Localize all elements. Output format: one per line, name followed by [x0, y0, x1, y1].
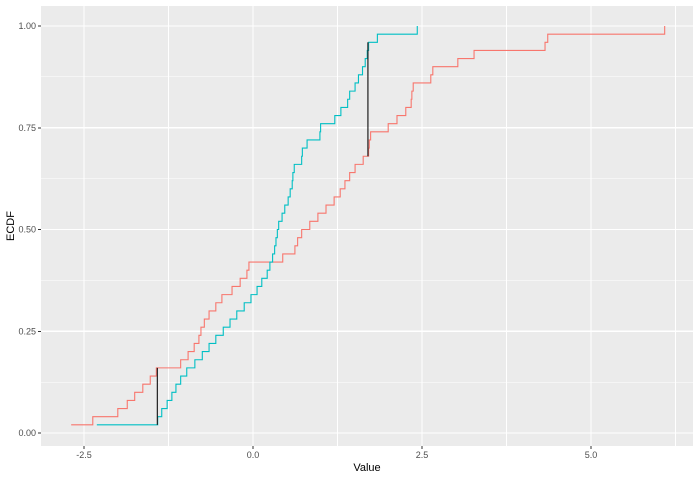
ks-distance-segments: [156, 42, 369, 425]
minor-gridlines: [41, 6, 693, 446]
major-gridlines: [41, 6, 693, 446]
y-axis-title: ECDF: [5, 211, 17, 241]
ecdf-line-sample-cyan: [96, 26, 418, 426]
x-tick-label: 0.0: [247, 450, 260, 460]
x-tick-label: 5.0: [585, 450, 598, 460]
x-tick-label: 2.5: [416, 450, 429, 460]
y-tick-label: 0.75: [18, 123, 36, 133]
axis-tick-labels: -2.5 0.0 2.5 5.0 0.00 0.25 0.50 0.75 1.00: [18, 21, 597, 460]
x-axis-title: Value: [353, 462, 380, 474]
ecdf-line-sample-red: [71, 26, 666, 426]
y-tick-label: 0.00: [18, 428, 36, 438]
y-tick-label: 0.25: [18, 326, 36, 336]
y-tick-label: 1.00: [18, 21, 36, 31]
x-tick-label: -2.5: [76, 450, 92, 460]
ecdf-step-lines: [71, 26, 666, 426]
plot-panel: [41, 6, 693, 446]
axis-tick-marks: [38, 25, 592, 449]
y-tick-label: 0.50: [18, 225, 36, 235]
